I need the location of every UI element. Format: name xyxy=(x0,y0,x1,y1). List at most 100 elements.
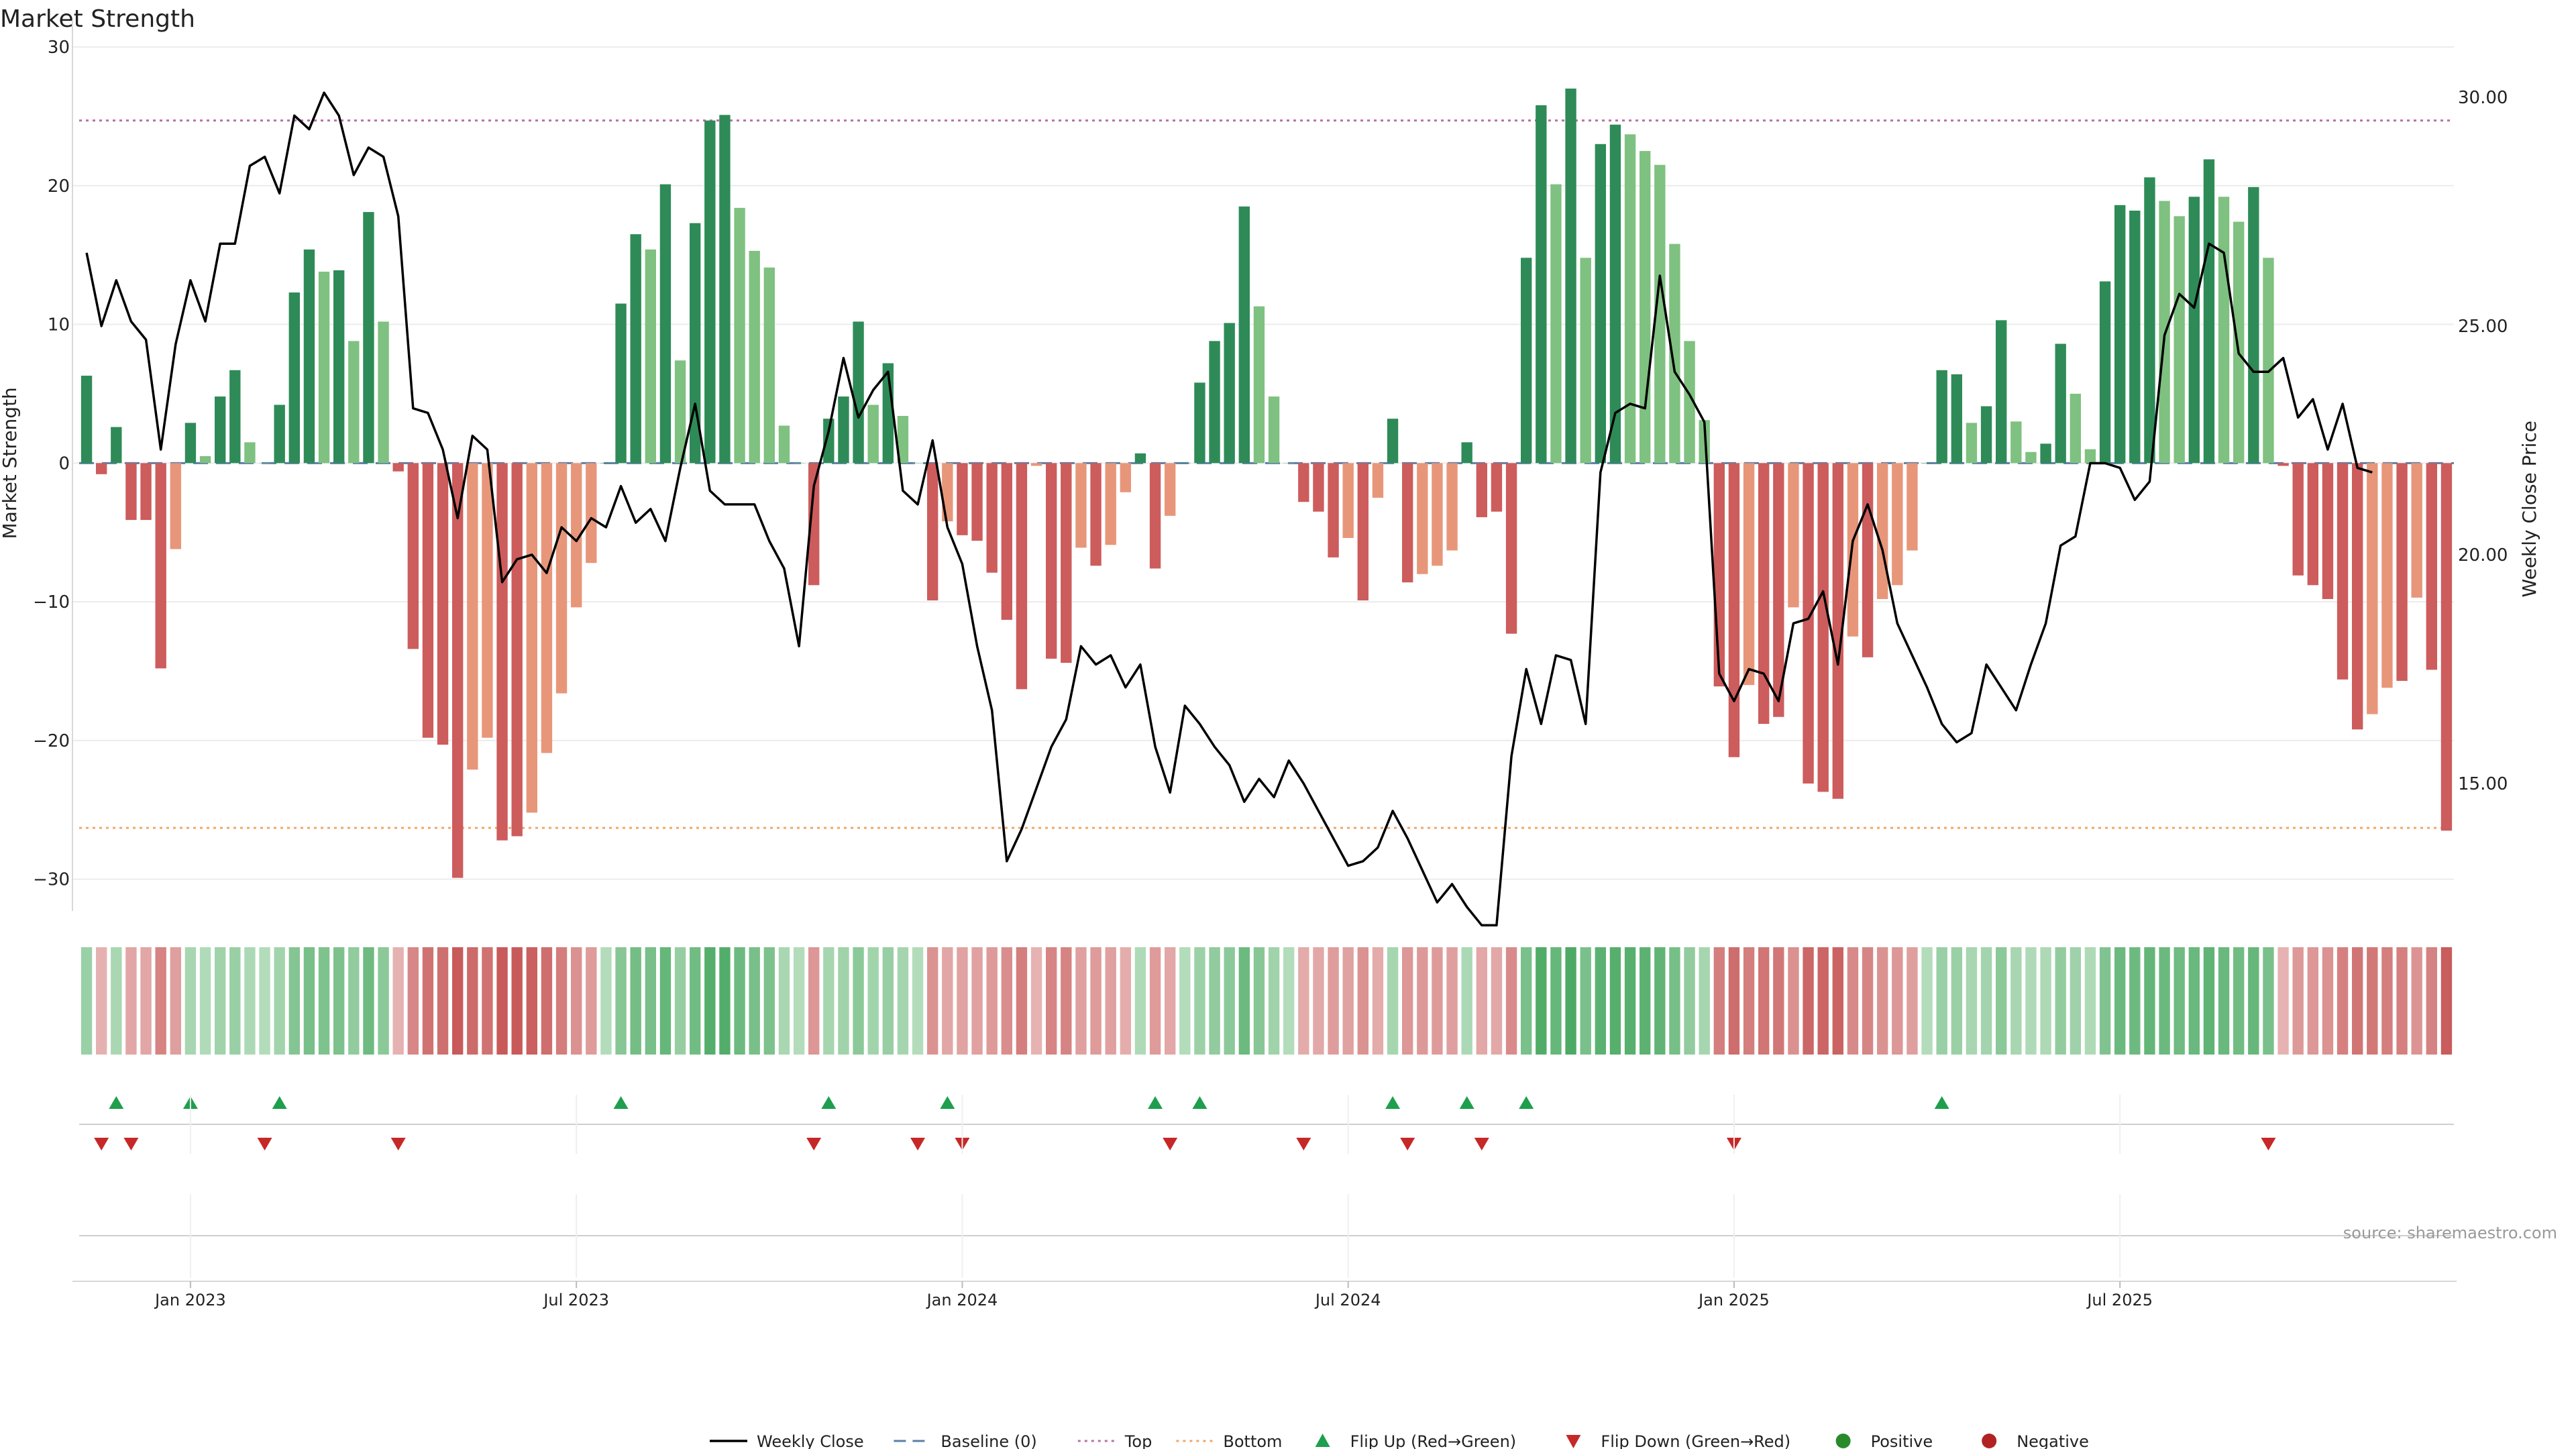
heat-cell xyxy=(1417,947,1428,1055)
heat-cell xyxy=(2144,947,2155,1055)
strength-bar xyxy=(704,120,716,464)
legend-item: Negative xyxy=(1982,1432,2089,1449)
heat-cell xyxy=(927,947,938,1055)
heat-cell xyxy=(1803,947,1814,1055)
strength-bar xyxy=(2292,463,2304,576)
flip-down-marker xyxy=(806,1138,822,1150)
strength-bar xyxy=(2084,449,2096,464)
strength-bar xyxy=(2233,221,2245,464)
heat-cell xyxy=(199,947,211,1055)
strength-bar xyxy=(2263,258,2274,464)
strength-bar xyxy=(318,271,330,464)
strength-bar xyxy=(215,396,226,464)
strength-bar xyxy=(422,463,434,738)
heat-cell xyxy=(1328,947,1339,1055)
strength-bar xyxy=(942,463,953,522)
heat-cell xyxy=(1402,947,1413,1055)
flip-up-marker xyxy=(940,1096,955,1109)
heat-cell xyxy=(1432,947,1443,1055)
heat-cell xyxy=(333,947,345,1055)
heat-cell xyxy=(555,947,568,1055)
heat-cell xyxy=(1491,947,1503,1055)
strength-bar xyxy=(2203,159,2215,464)
heat-cell xyxy=(2070,947,2081,1055)
strength-bar xyxy=(1120,463,1131,492)
strength-bar xyxy=(1432,463,1443,566)
strength-bar xyxy=(1046,463,1057,659)
strength-bar xyxy=(1936,370,1947,464)
strength-bar xyxy=(1253,306,1265,464)
heat-cell xyxy=(630,947,641,1055)
heat-cell xyxy=(1580,947,1591,1055)
heat-cell xyxy=(482,947,493,1055)
legend-label: Baseline (0) xyxy=(941,1432,1036,1449)
heat-cell xyxy=(1817,947,1829,1055)
flip-up-marker xyxy=(272,1096,287,1109)
heat-cell xyxy=(80,947,93,1055)
legend-item: Positive xyxy=(1835,1432,1933,1449)
heat-cell xyxy=(2426,947,2437,1055)
flip-markers-panel xyxy=(79,1096,2454,1150)
flip-up-marker xyxy=(1519,1096,1534,1109)
y-tick-label: 30 xyxy=(48,38,70,58)
heat-cell xyxy=(1980,947,1992,1055)
heat-cell xyxy=(1877,947,1888,1055)
heat-cell xyxy=(407,947,419,1055)
heat-cell xyxy=(96,947,107,1055)
flip-down-marker xyxy=(1163,1138,1178,1150)
strength-bar xyxy=(2188,197,2200,464)
strength-bar xyxy=(690,223,701,464)
strength-bar xyxy=(1980,406,1992,464)
flip-up-marker xyxy=(1934,1096,1949,1109)
strength-bar xyxy=(1209,341,1220,464)
heat-cell xyxy=(1268,947,1280,1055)
heat-cell xyxy=(2010,947,2022,1055)
heat-cell xyxy=(1209,947,1220,1055)
heat-cell xyxy=(1194,947,1205,1055)
strength-bar xyxy=(1803,463,1814,784)
strength-bar xyxy=(259,463,270,464)
strength-bar xyxy=(2174,216,2185,464)
strength-bar xyxy=(407,463,419,649)
strength-bar xyxy=(2099,281,2111,464)
legend-icon-positive xyxy=(1835,1434,1851,1448)
strength-bar xyxy=(808,463,820,586)
heat-cell xyxy=(704,947,716,1055)
strength-bar xyxy=(1640,151,1651,464)
heat-cell xyxy=(318,947,330,1055)
heat-cell xyxy=(1224,947,1235,1055)
legend-item: Top xyxy=(1077,1432,1152,1449)
heat-cell xyxy=(823,947,835,1055)
strength-bar xyxy=(2010,421,2022,464)
strength-bar xyxy=(1758,463,1770,724)
heat-cell xyxy=(1684,947,1695,1055)
heat-cell xyxy=(1595,947,1606,1055)
y-tick-label: 0 xyxy=(58,453,70,474)
strength-bar xyxy=(1609,124,1621,464)
strength-bar xyxy=(586,463,597,564)
strength-bar xyxy=(1832,463,1843,799)
strength-bar xyxy=(1907,463,1918,551)
strength-bar xyxy=(1283,463,1295,464)
legend-icon-negative xyxy=(1982,1434,1997,1448)
heat-cell xyxy=(1640,947,1651,1055)
heat-cell xyxy=(215,947,226,1055)
heat-cell xyxy=(363,947,374,1055)
heat-cell xyxy=(244,947,256,1055)
strength-bar xyxy=(1773,463,1784,717)
heat-cell xyxy=(1624,947,1636,1055)
heat-cell xyxy=(853,947,864,1055)
heat-cell xyxy=(1907,947,1918,1055)
heat-cell xyxy=(1105,947,1116,1055)
strength-bar xyxy=(140,463,152,521)
flip-up-marker xyxy=(821,1096,837,1109)
strength-bar xyxy=(571,463,582,608)
strength-bar xyxy=(229,370,241,464)
strength-bar xyxy=(1654,164,1666,464)
x-tick-label: Jan 2023 xyxy=(154,1291,226,1309)
heat-cell xyxy=(1387,947,1399,1055)
strength-bar xyxy=(1862,463,1874,657)
x-tick-label: Jan 2024 xyxy=(926,1291,998,1309)
